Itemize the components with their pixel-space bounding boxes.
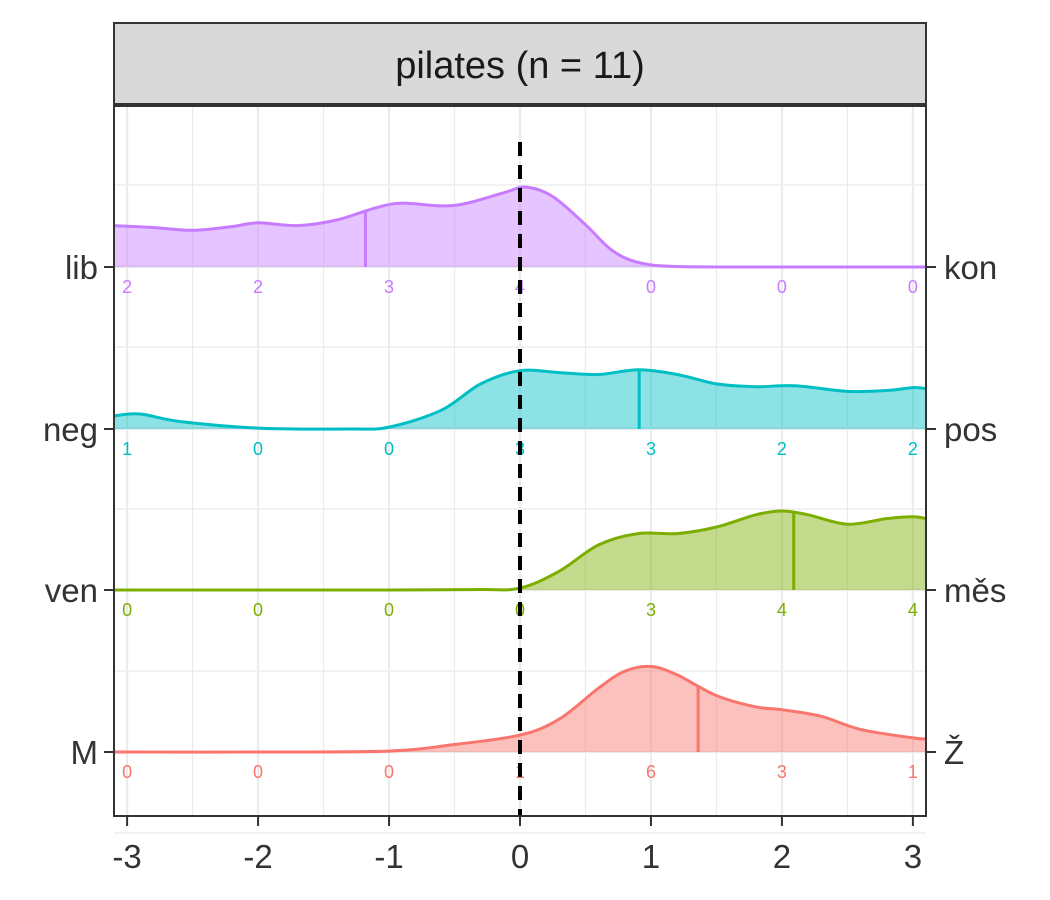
count-label: 3 [646, 439, 656, 459]
count-label: 2 [253, 277, 263, 297]
ridge-M [113, 664, 927, 754]
y-label-left: neg [43, 411, 98, 448]
x-tick-label: 2 [773, 838, 791, 875]
density-area [114, 186, 926, 268]
count-label: 0 [384, 600, 394, 620]
y-label-left: lib [65, 249, 98, 286]
count-label: 0 [122, 762, 132, 782]
y-label-left: M [71, 734, 99, 771]
count-label: 1 [122, 439, 132, 459]
count-label: 6 [646, 762, 656, 782]
density-line [113, 185, 927, 269]
count-label: 0 [777, 277, 787, 297]
y-label-right: kon [944, 249, 997, 286]
count-label: 0 [122, 600, 132, 620]
x-tick-label: -1 [374, 838, 403, 875]
density-line [113, 664, 927, 754]
count-label: 4 [777, 600, 787, 620]
y-label-right: Ž [944, 734, 964, 771]
x-tick-label: 3 [904, 838, 922, 875]
density-line [113, 509, 927, 592]
density-line [113, 368, 927, 431]
ridge-ven [113, 509, 927, 592]
y-label-left: ven [45, 572, 98, 609]
x-tick-label: -2 [243, 838, 272, 875]
density-area [114, 511, 926, 591]
count-label: 1 [908, 762, 918, 782]
count-label: 0 [646, 277, 656, 297]
x-tick-label: 1 [642, 838, 660, 875]
count-label: 2 [122, 277, 132, 297]
count-label: 3 [646, 600, 656, 620]
x-tick-label: -3 [112, 838, 141, 875]
ridge-lib [113, 185, 927, 269]
count-label: 3 [777, 762, 787, 782]
count-label: 0 [253, 600, 263, 620]
strip-background [113, 22, 927, 105]
y-label-right: měs [944, 572, 1006, 609]
count-label: 0 [384, 439, 394, 459]
count-label: 0 [253, 439, 263, 459]
facet-title: pilates (n = 11) [395, 45, 645, 87]
count-label: 0 [384, 762, 394, 782]
count-label: 0 [908, 277, 918, 297]
count-label: 4 [908, 600, 918, 620]
x-tick-label: 0 [511, 838, 529, 875]
count-label: 3 [384, 277, 394, 297]
count-label: 2 [908, 439, 918, 459]
y-label-right: pos [944, 411, 997, 448]
count-label: 0 [253, 762, 263, 782]
density-area [114, 666, 926, 753]
count-label: 2 [777, 439, 787, 459]
